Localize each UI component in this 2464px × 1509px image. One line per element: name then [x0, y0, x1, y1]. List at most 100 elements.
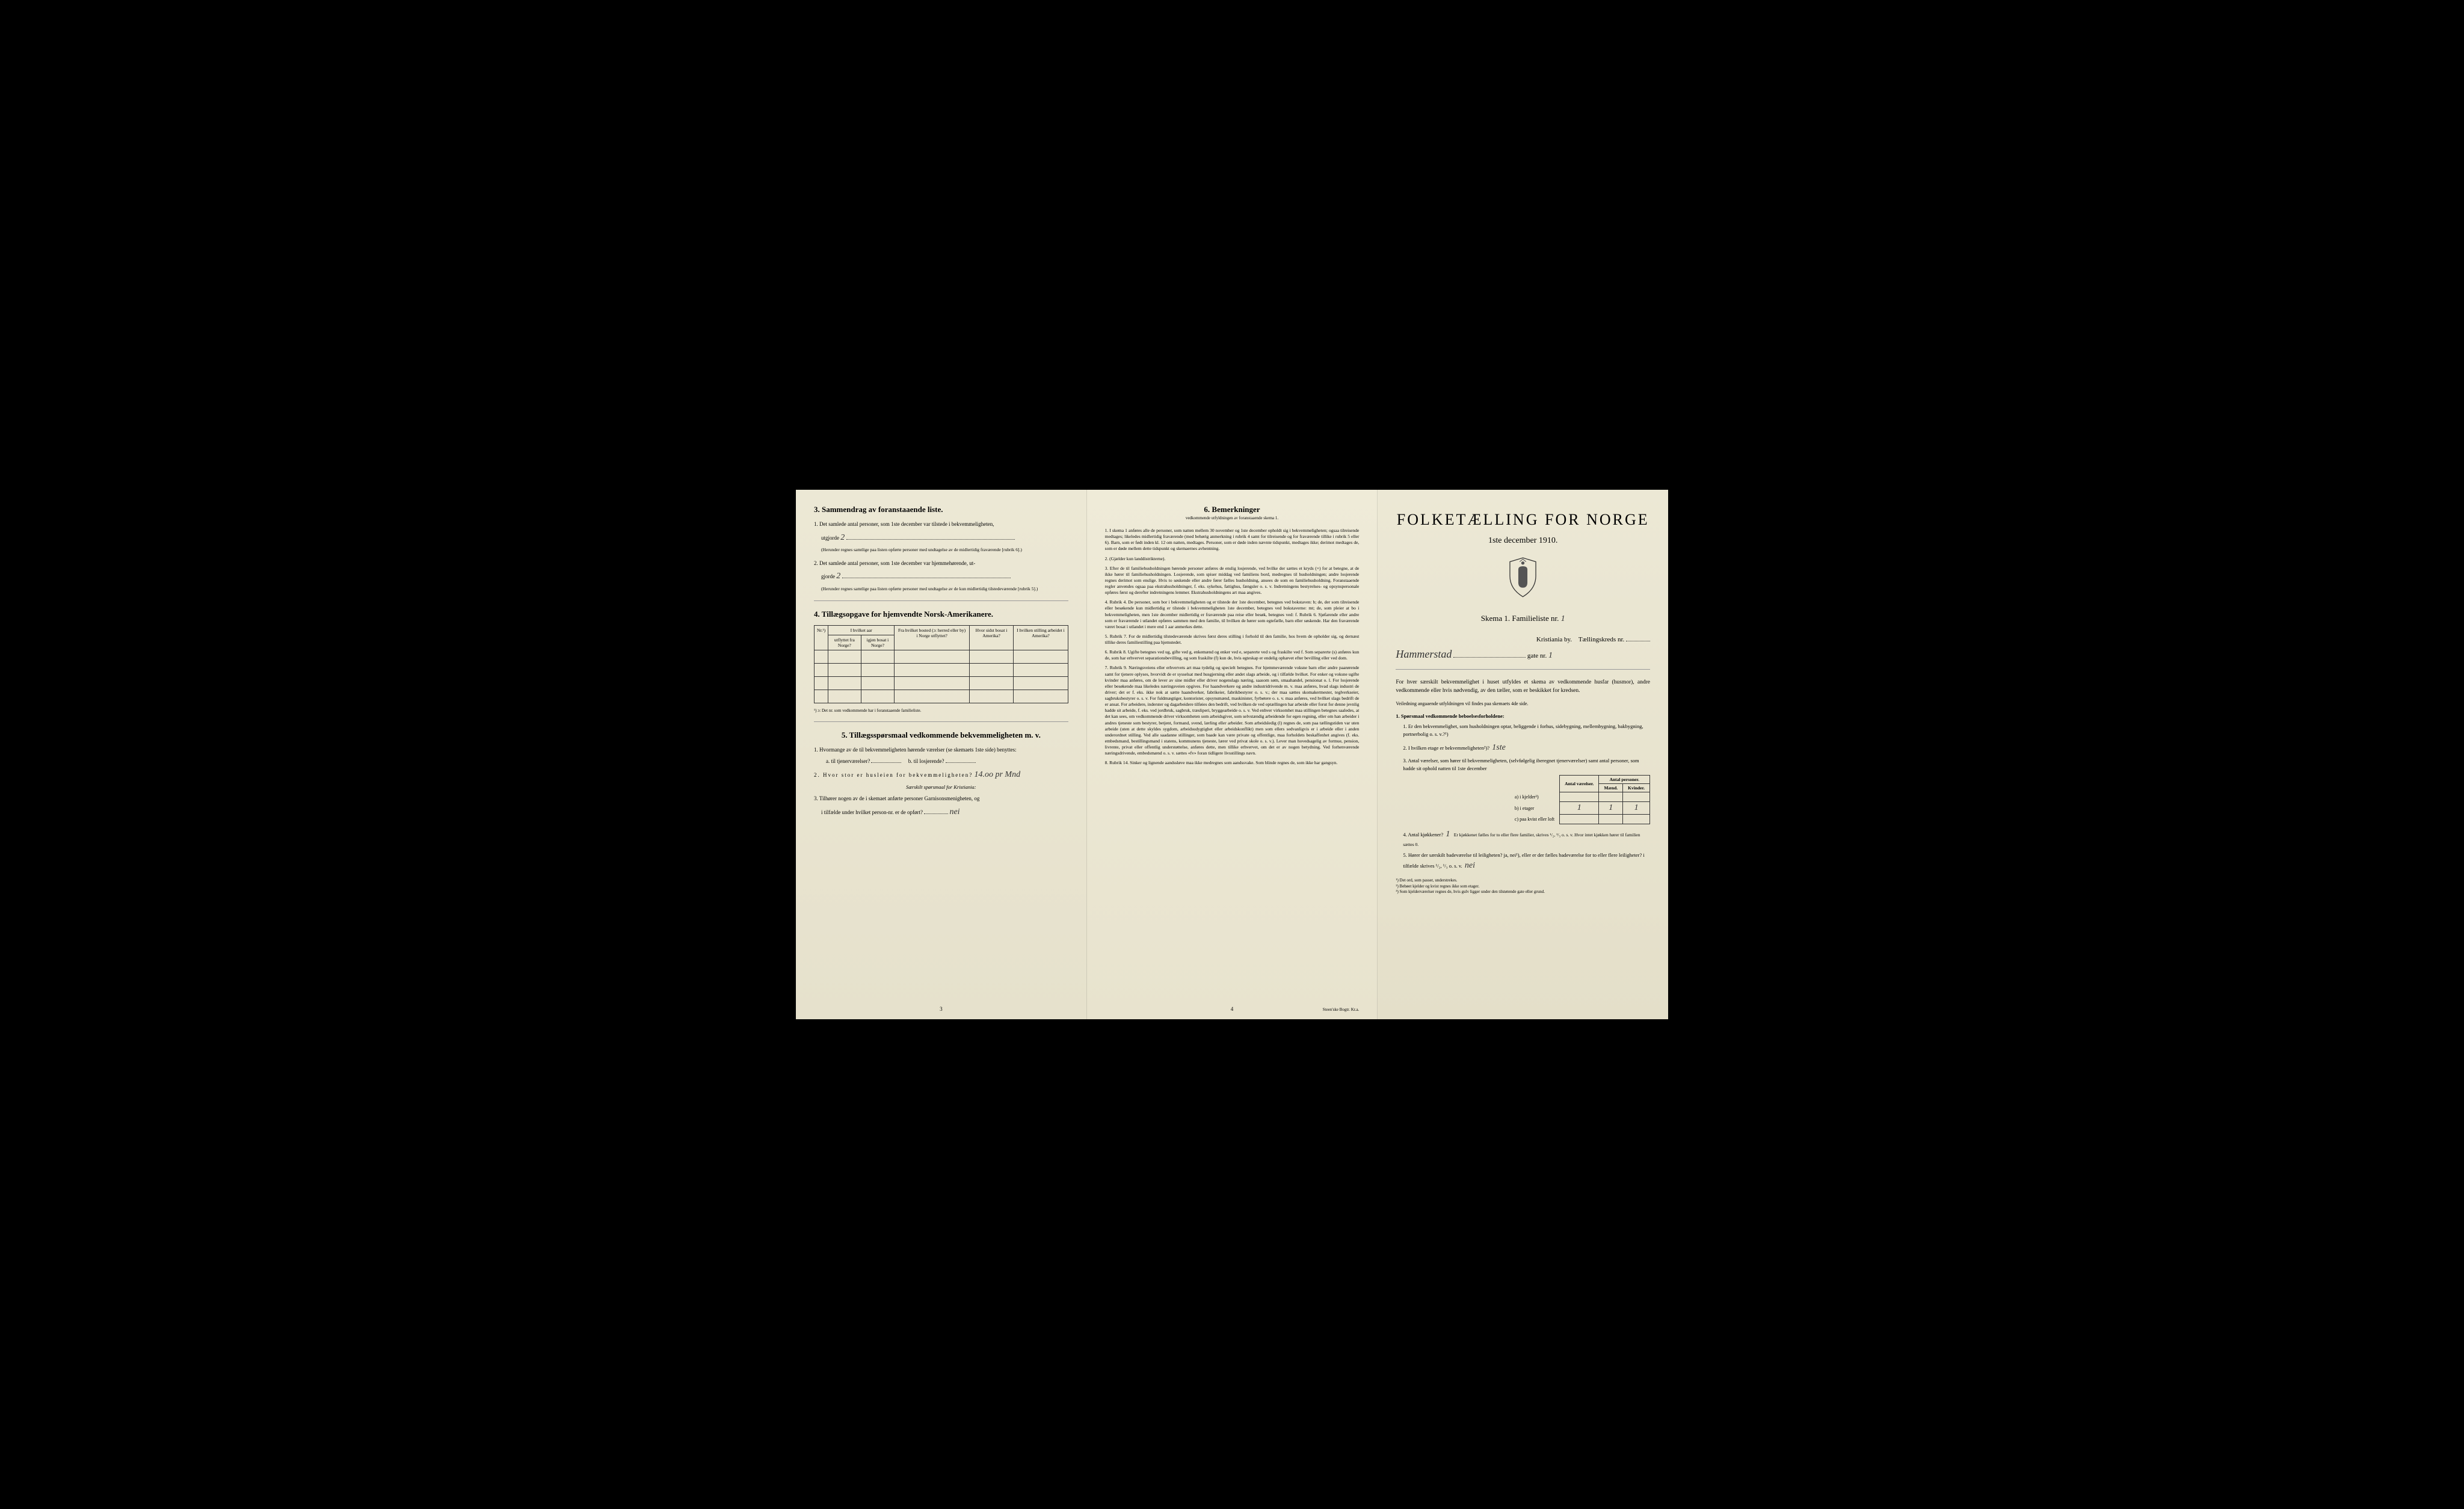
remark-3: 3. Efter de til familiehusholdningen hør… — [1105, 566, 1360, 596]
dotted-fill — [846, 539, 1015, 540]
th-maend: Mænd. — [1599, 784, 1623, 792]
s5-note: Særskilt spørsmaal for Kristiania: — [814, 784, 1068, 791]
th-bosted: Fra hvilket bosted (ɔ: herred eller by) … — [895, 626, 970, 650]
th-stilling: I hvilken stilling arbeidet i Amerika? — [1014, 626, 1068, 650]
section-5-title: 5. Tillægsspørsmaal vedkommende bekvemme… — [814, 730, 1068, 740]
q-title: 1. Spørsmaal vedkommende beboelsesforhol… — [1396, 712, 1650, 720]
s3-item1-value: 2 — [840, 533, 845, 542]
s5-2-label: 2. Hvor stor er husleien for bekvemmelig… — [814, 772, 973, 778]
rooms-table: Antal værelser. Antal personer. Mænd. Kv… — [1510, 775, 1650, 824]
separator — [1396, 669, 1650, 670]
section-3-title: 3. Sammendrag av foranstaaende liste. — [814, 505, 1068, 514]
intro-note: Veiledning angaaende utfyldningen vil fi… — [1396, 700, 1650, 708]
s3-item1b: utgjorde 2 — [814, 532, 1068, 544]
table-row — [815, 664, 1068, 677]
s3-item2b-label: gjorde — [821, 573, 835, 579]
dotted-fill — [946, 762, 976, 763]
s5-item3-value: nei — [949, 807, 959, 816]
dotted-fill — [871, 762, 901, 763]
th-amerika: Hvor sidst bosat i Amerika? — [969, 626, 1013, 650]
familieliste-nr: 1 — [1561, 614, 1565, 623]
census-date: 1ste december 1910. — [1396, 536, 1650, 546]
th-bosat: igjen bosat i Norge? — [861, 635, 895, 650]
row-b-label: b) i etager — [1510, 802, 1560, 815]
table-row — [815, 650, 1068, 664]
q4-label: 4. Antal kjøkkener? — [1403, 832, 1443, 838]
remark-2: 2. (Gjælder kun landdistrikterne). — [1105, 556, 1360, 562]
section-6-subtitle: vedkommende utfyldningen av foranstaaend… — [1105, 516, 1360, 520]
city-label: Kristiania by. — [1536, 636, 1572, 643]
s5-item3: 3. Tilhører nogen av de i skemaet anført… — [814, 795, 1068, 803]
remark-8: 8. Rubrik 14. Sinker og lignende aandssl… — [1105, 760, 1360, 766]
coat-of-arms-icon — [1396, 557, 1650, 602]
row-a-label: a) i kjelder³) — [1510, 792, 1560, 802]
gate-label: gate nr. — [1527, 652, 1547, 659]
th-personer: Antal personer. — [1599, 776, 1650, 784]
remark-1: 1. I skema 1 anføres alle de personer, s… — [1105, 528, 1360, 552]
panel-page-3: 3. Sammendrag av foranstaaende liste. 1.… — [796, 490, 1087, 1019]
gate-nr: 1 — [1548, 651, 1553, 660]
s5-item1: 1. Hvormange av de til bekvemmeligheten … — [814, 746, 1068, 754]
th-aar: I hvilket aar — [828, 626, 895, 635]
remark-5: 5. Rubrik 7. For de midlertidig tilstede… — [1105, 634, 1360, 646]
s5-item2-value: 14.oo pr Mnd — [974, 770, 1020, 779]
intro-text: For hver særskilt bekvemmelighet i huset… — [1396, 678, 1650, 696]
footnotes: ¹) Det ord, som passer, understrekes. ²)… — [1396, 878, 1650, 895]
kreds-label: Tællingskreds nr. — [1578, 636, 1624, 643]
row-b-v2: 1 — [1599, 802, 1623, 815]
census-document: 3. Sammendrag av foranstaaende liste. 1.… — [796, 490, 1668, 1019]
q5-value: nei — [1465, 861, 1475, 870]
s5-item2: 2. Hvor stor er husleien for bekvemmelig… — [814, 769, 1068, 781]
th-kvinder: Kvinder. — [1623, 784, 1650, 792]
panel-page-4: 6. Bemerkninger vedkommende utfyldningen… — [1087, 490, 1378, 1019]
s5-item1ab: a. til tjenerværelser? b. til losjerende… — [814, 758, 1068, 765]
separator — [814, 600, 1068, 601]
amerikanere-table: Nr.¹) I hvilket aar Fra hvilket bosted (… — [814, 625, 1068, 703]
q1: 1. Er den bekvemmelighet, som husholdnin… — [1396, 723, 1650, 738]
row-b-v1: 1 — [1560, 802, 1599, 815]
fn3: ³) Som kjelderværelser regnes de, hvis g… — [1396, 889, 1650, 895]
remark-7: 7. Rubrik 9. Næringsveiens eller erhverv… — [1105, 665, 1360, 756]
location-line: Kristiania by. Tællingskreds nr. — [1396, 636, 1650, 643]
q2-label: 2. I hvilken etage er bekvemmeligheten²)… — [1403, 745, 1489, 751]
th-utflyttet: utflyttet fra Norge? — [828, 635, 861, 650]
schema-label: Skema 1. Familieliste nr. — [1481, 614, 1559, 623]
dotted-fill — [1453, 657, 1526, 658]
panel-front: FOLKETÆLLING FOR NORGE 1ste december 191… — [1378, 490, 1668, 1019]
row-c-label: c) paa kvist eller loft — [1510, 815, 1560, 824]
table-row — [815, 677, 1068, 690]
row-b-v3: 1 — [1623, 802, 1650, 815]
q2-value: 1ste — [1492, 743, 1506, 752]
q2: 2. I hvilken etage er bekvemmeligheten²)… — [1396, 741, 1650, 754]
printer-mark: Steen'ske Bogtr. Kr.a. — [1323, 1007, 1360, 1012]
q4: 4. Antal kjøkkener? 1 Er kjøkkenet fælle… — [1396, 828, 1650, 848]
s4-footnote: ¹) ɔ: Det nr. som vedkommende har i fora… — [814, 708, 1068, 713]
q5-label: 5. Hører der særskilt badeværelse til le… — [1403, 852, 1644, 869]
s3-item2b: gjorde 2 — [814, 570, 1068, 582]
fn2: ²) Bebøet kjelder og kvist regnes ikke s… — [1396, 884, 1650, 890]
s5-1b: b. til losjerende? — [908, 758, 944, 764]
remark-4: 4. Rubrik 4. De personer, som bor i bekv… — [1105, 599, 1360, 630]
table-row — [815, 690, 1068, 703]
s3-item2-note: (Herunder regnes samtlige paa listen opf… — [814, 586, 1068, 593]
remark-6: 6. Rubrik 8. Ugifte betegnes ved ug, gif… — [1105, 649, 1360, 661]
dotted-fill — [924, 813, 948, 814]
separator — [814, 721, 1068, 722]
s3-item1-note: (Herunder regnes samtlige paa listen opf… — [814, 547, 1068, 554]
page-number-4: 4 — [1231, 1006, 1234, 1012]
section-4-title: 4. Tillægsopgave for hjemvendte Norsk-Am… — [814, 609, 1068, 619]
page-number-3: 3 — [940, 1006, 943, 1012]
s3-item1: 1. Det samlede antal personer, som 1ste … — [814, 520, 1068, 528]
s5-1a: a. til tjenerværelser? — [826, 758, 870, 764]
s3-item2: 2. Det samlede antal personer, som 1ste … — [814, 560, 1068, 567]
s3-item1b-label: utgjorde — [821, 535, 839, 541]
s3-item2-value: 2 — [836, 572, 840, 581]
fn1: ¹) Det ord, som passer, understrekes. — [1396, 878, 1650, 884]
table-row: c) paa kvist eller loft — [1510, 815, 1650, 824]
schema-line: Skema 1. Familieliste nr. 1 — [1396, 614, 1650, 624]
table-row: a) i kjelder³) — [1510, 792, 1650, 802]
s5-3b-label: i tilfælde under hvilket person-nr. er d… — [821, 809, 923, 815]
q3: 3. Antal værelser, som hører til bekvemm… — [1396, 757, 1650, 773]
street-line: Hammerstad gate nr. 1 — [1396, 648, 1650, 661]
main-title: FOLKETÆLLING FOR NORGE — [1396, 511, 1650, 529]
